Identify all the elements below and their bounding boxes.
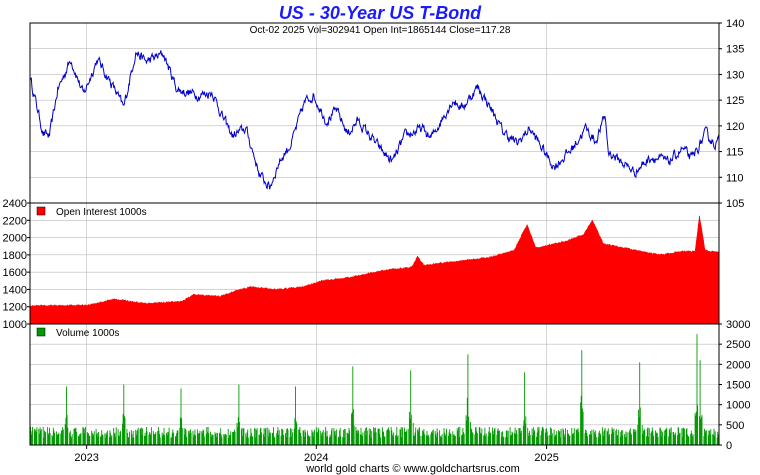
volume-legend-swatch <box>36 327 46 337</box>
volume-panel <box>29 334 720 445</box>
y-tick-label: 2500 <box>726 339 750 351</box>
y-tick-label: 0 <box>726 440 732 452</box>
y-tick-label: 2000 <box>726 359 750 371</box>
y-tick-label: 2000 <box>3 233 27 245</box>
price-panel <box>29 50 720 190</box>
y-tick-label: 1400 <box>3 284 27 296</box>
y-tick-label: 500 <box>726 420 744 432</box>
y-tick-label: 115 <box>726 147 744 159</box>
y-tick-label: 2200 <box>3 215 27 227</box>
y-tick-label: 120 <box>726 121 744 133</box>
grid-lines <box>30 23 719 445</box>
price-line <box>29 50 720 190</box>
y-tick-label: 1000 <box>726 400 750 412</box>
panel-frames <box>29 22 720 446</box>
open-interest-legend-label: Open Interest 1000s <box>56 207 147 218</box>
open-interest-panel <box>29 215 720 325</box>
chart-subtitle: Oct-02 2025 Vol=302941 Open Int=1865144 … <box>250 25 511 36</box>
y-tick-label: 1800 <box>3 250 27 262</box>
open-interest-legend-swatch <box>36 206 46 216</box>
x-tick-label: 2023 <box>74 452 98 464</box>
open-interest-area <box>29 215 720 325</box>
y-tick-label: 130 <box>726 69 744 81</box>
y-tick-label: 1600 <box>3 267 27 279</box>
y-tick-label: 1500 <box>726 380 750 392</box>
y-tick-label: 125 <box>726 95 744 107</box>
y-tick-label: 140 <box>726 18 744 30</box>
axes: 2023 2024 2025 105 110 115 120 125 130 135 140 1000… <box>3 18 751 464</box>
x-tick-label: 2025 <box>534 452 558 464</box>
y-tick-label: 2400 <box>3 198 27 210</box>
y-tick-label: 135 <box>726 44 744 56</box>
legends: Open Interest 1000s Volume 1000s <box>36 206 147 339</box>
panel-frame <box>29 22 720 204</box>
y-tick-label: 105 <box>726 198 744 210</box>
chart-footer: world gold charts © www.goldchartsrus.co… <box>305 463 520 475</box>
chart-title: US - 30-Year US T-Bond <box>279 3 482 23</box>
y-tick-label: 1000 <box>3 319 27 331</box>
volume-legend-label: Volume 1000s <box>56 328 119 339</box>
y-tick-label: 1200 <box>3 302 27 314</box>
y-tick-label: 3000 <box>726 319 750 331</box>
x-tick-label: 2024 <box>304 452 328 464</box>
y-tick-label: 110 <box>726 172 744 184</box>
